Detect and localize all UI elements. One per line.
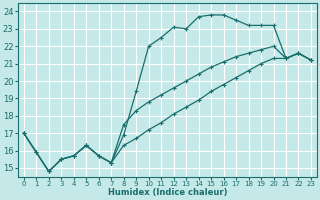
X-axis label: Humidex (Indice chaleur): Humidex (Indice chaleur) — [108, 188, 227, 197]
